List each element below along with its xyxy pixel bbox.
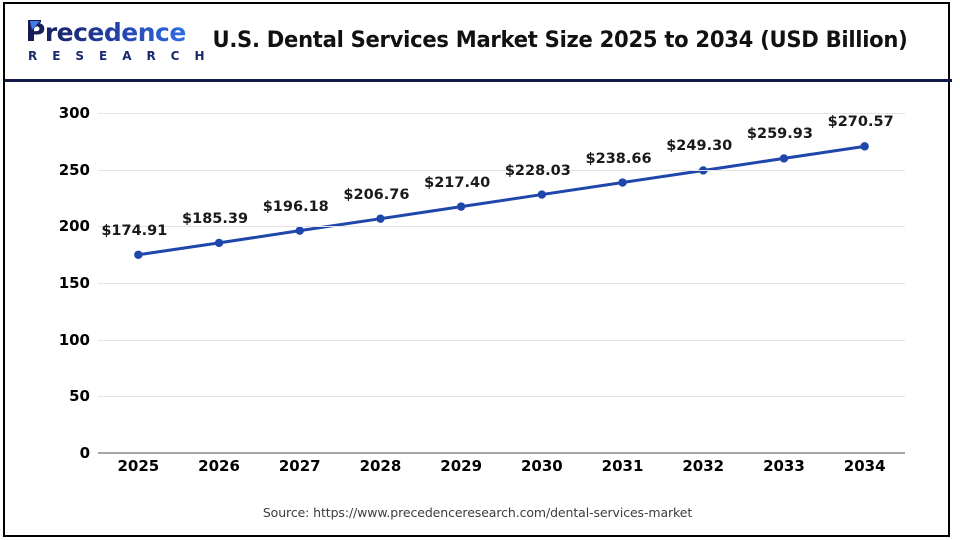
data-point-label: $238.66 (585, 150, 652, 167)
x-axis-tick-label: 2026 (198, 457, 240, 475)
x-axis-tick-label: 2029 (440, 457, 483, 475)
x-axis-tick-label: 2027 (278, 457, 321, 475)
x-axis-tick-label: 2030 (520, 457, 563, 475)
data-point-label: $174.91 (101, 222, 168, 239)
data-point-marker (779, 154, 789, 163)
x-axis-tick-label: 2028 (359, 457, 402, 475)
page-title: U.S. Dental Services Market Size 2025 to… (212, 28, 908, 53)
data-point-marker (295, 226, 304, 235)
data-point-marker (456, 202, 466, 211)
series-polyline (136, 144, 867, 257)
gridline (98, 226, 905, 228)
data-point-label: $249.30 (666, 138, 733, 155)
gridline (98, 339, 905, 341)
line-chart: 0 50 100 150 200 250 300 $174.91 $185.39 $196.18… (0, 84, 960, 540)
gridline (98, 396, 905, 398)
data-point-marker (537, 190, 547, 199)
data-point-marker (860, 142, 869, 151)
x-axis-tick-label: 2025 (117, 457, 160, 475)
header-divider (5, 79, 952, 82)
y-axis-tick-label: 200 (58, 217, 90, 236)
y-axis-tick-label: 150 (58, 274, 90, 292)
data-point-marker (214, 238, 224, 248)
logo-subtext: R E S E A R C H (28, 49, 210, 63)
precedence-research-logo: Precedence R E S E A R C H (17, 16, 205, 72)
data-point-label: $206.76 (343, 186, 410, 203)
y-axis-tick-label: 0 (79, 444, 90, 462)
x-axis-tick-label: 2032 (682, 457, 725, 475)
gridline (98, 169, 905, 171)
gridline (98, 283, 905, 284)
x-axis-tick-label: 2033 (763, 457, 805, 475)
data-point-label: $196.18 (262, 198, 329, 215)
x-axis-ticks: 2025 2026 2027 2028 2029 2030 2031 2032 2033 2034 (98, 457, 905, 487)
data-point-label: $259.93 (746, 126, 813, 143)
plot-area: $174.91 $185.39 $196.18 $206.76 $217.40 $228.… (98, 113, 905, 454)
header-bar: Precedence R E S E A R C H U.S. Dental S… (5, 4, 948, 80)
x-axis-tick-label: 2031 (601, 457, 644, 475)
data-point-label: $185.39 (182, 210, 249, 227)
gridline (98, 113, 905, 114)
y-axis-tick-label: 300 (58, 104, 90, 122)
y-axis-tick-label: 50 (69, 387, 90, 406)
x-axis-baseline (98, 452, 905, 454)
data-point-label: $217.40 (424, 174, 491, 191)
precedence-p-mark-icon (28, 20, 41, 41)
x-axis-tick-label: 2034 (843, 457, 886, 475)
data-point-label: $270.57 (827, 114, 894, 131)
image-frame (3, 2, 950, 537)
data-point-marker (134, 250, 143, 259)
y-axis-tick-label: 250 (58, 160, 90, 179)
data-point-marker (376, 214, 385, 223)
data-point-label: $228.03 (504, 162, 571, 179)
logo-wordmark: Precedence (27, 18, 186, 47)
y-axis-ticks: 0 50 100 150 200 250 300 (12, 104, 90, 462)
y-axis-tick-label: 100 (58, 330, 90, 349)
data-point-marker (618, 178, 627, 187)
source-caption: Source: https://www.precedenceresearch.c… (262, 505, 693, 520)
